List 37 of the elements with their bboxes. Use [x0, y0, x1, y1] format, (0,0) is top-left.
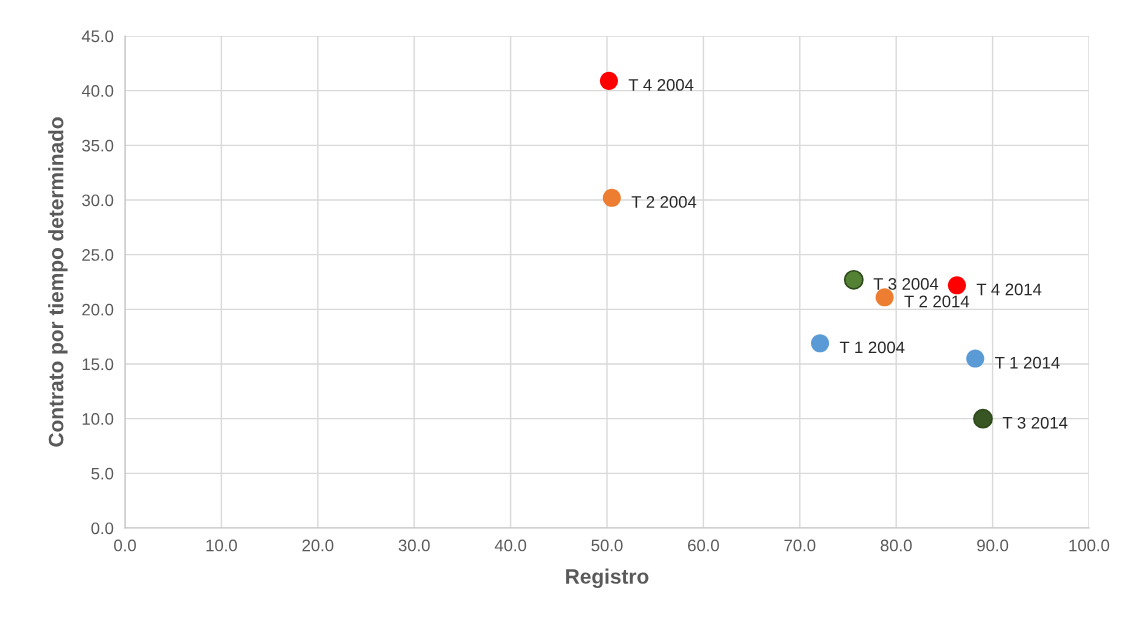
y-tick-label: 35.0	[82, 139, 114, 152]
x-tick-label: 10.0	[206, 539, 237, 552]
y-tick-label: 25.0	[82, 249, 114, 261]
x-tick-label: 30.0	[398, 539, 430, 552]
y-tick-label: 30.0	[82, 194, 114, 207]
x-tick-label: 100.0	[1069, 539, 1110, 552]
point	[947, 276, 966, 295]
annotation: T 4 2014	[976, 283, 1042, 296]
y-tick-label: 0.0	[91, 522, 114, 535]
y-tick-label: 15.0	[82, 358, 114, 371]
annotation: T 4 2004	[628, 79, 694, 91]
x-tick-label: 70.0	[784, 539, 816, 552]
x-tick-label: 40.0	[494, 539, 527, 552]
point	[966, 349, 985, 368]
point	[810, 334, 830, 353]
annotation: T 2 2004	[631, 196, 697, 208]
annotation: T 3 2014	[1002, 416, 1068, 429]
annotation: T 1 2014	[995, 356, 1060, 369]
annotation: T 2 2014	[904, 295, 970, 308]
x-tick-label: 90.0	[977, 539, 1009, 552]
y-tick-label: 20.0	[82, 303, 114, 316]
point	[599, 71, 618, 90]
y-tick-label: 5.0	[91, 467, 114, 480]
x-axis-title: Registro	[566, 568, 649, 589]
y-tick-label: 45.0	[81, 30, 114, 43]
x-tick-label: 50.0	[591, 539, 623, 552]
point	[602, 188, 621, 207]
y-axis-title: Contrato por tiempo determinado	[48, 117, 68, 447]
annotation: T 1 2004	[839, 341, 905, 354]
x-tick-label: 80.0	[880, 539, 912, 552]
point	[875, 288, 894, 307]
y-tick-label: 10.0	[82, 413, 114, 425]
x-tick-label: 60.0	[688, 539, 719, 552]
x-tick-label: 0.0	[114, 539, 136, 552]
annotation: T 3 2004	[873, 278, 939, 290]
x-tick-label: 20.0	[302, 539, 334, 552]
y-tick-label: 40.0	[81, 85, 114, 97]
